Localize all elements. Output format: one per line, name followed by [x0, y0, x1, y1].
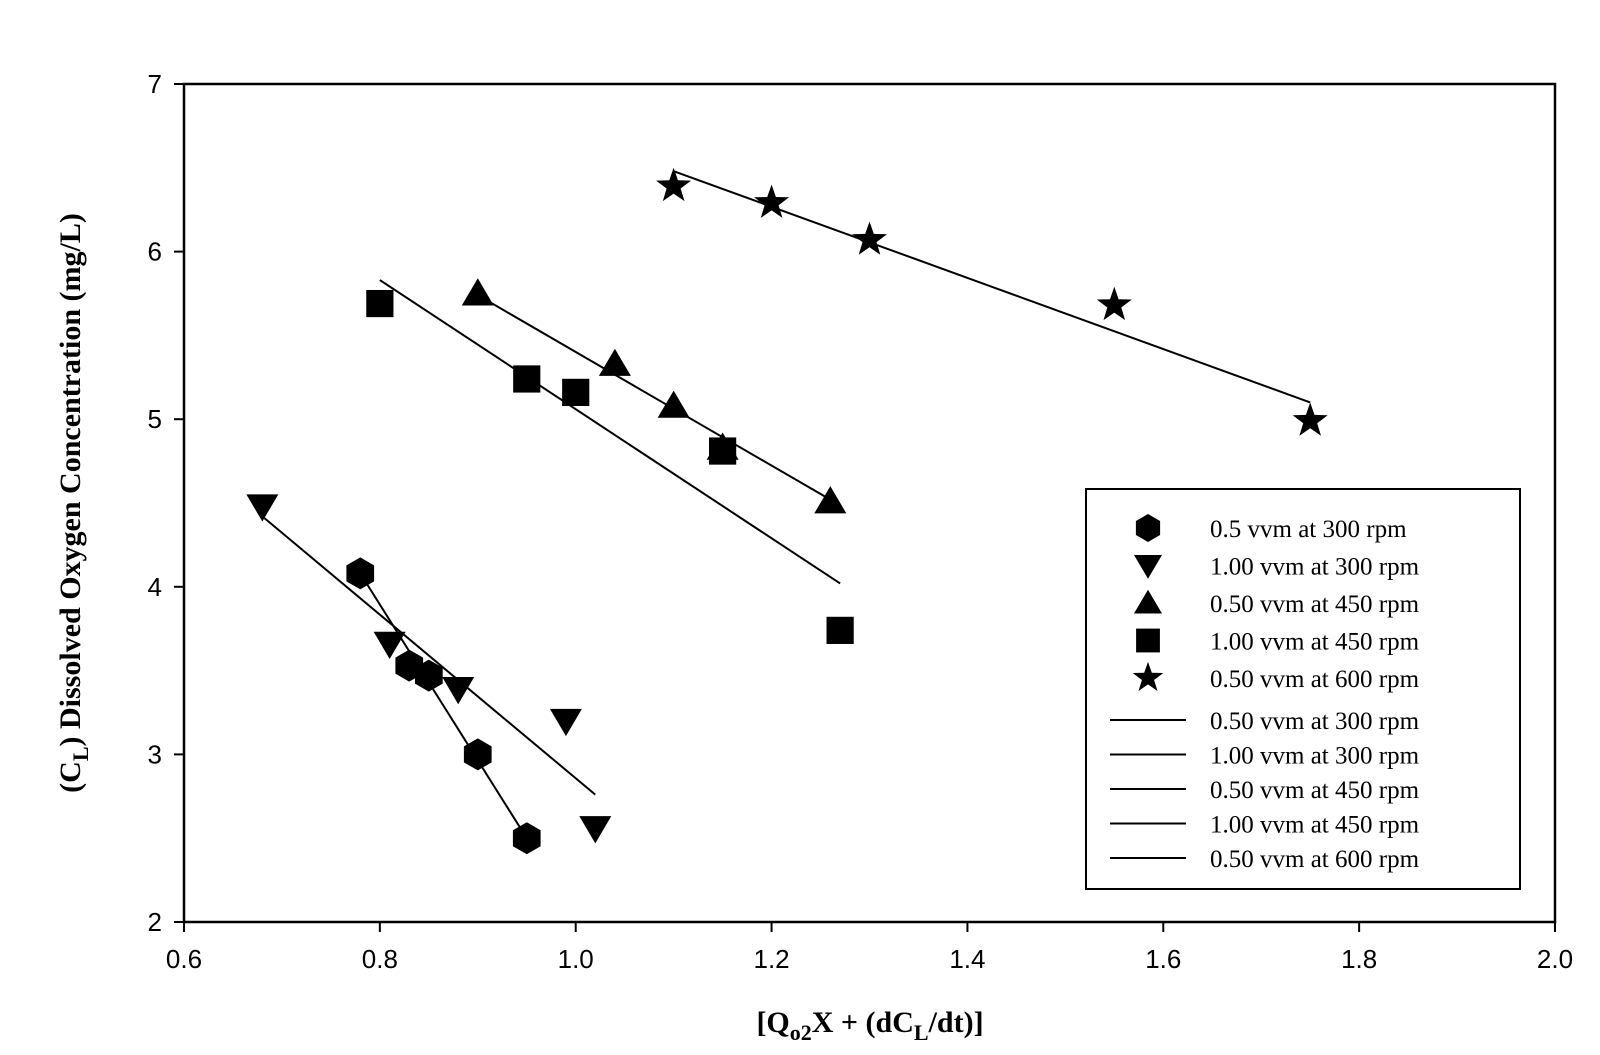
x-tick-label: 0.6	[166, 944, 202, 974]
y-axis-title: (CL) Dissolved Oxygen Concentration (mg/…	[54, 213, 93, 793]
x-axis: 0.6 0.8 1.0 1.2 1.4 1.6 1.8 2.0	[166, 922, 1573, 974]
data-point-square	[826, 616, 854, 644]
legend-label: 0.50 vvm at 300 rpm	[1210, 708, 1420, 735]
data-point-triangle-up	[461, 278, 494, 306]
fit-line	[359, 572, 528, 839]
plot-frame	[182, 82, 1557, 924]
legend-marker-star	[1132, 661, 1164, 691]
data-point-triangle-up	[814, 486, 847, 514]
legend-label: 0.50 vvm at 450 rpm	[1210, 777, 1420, 804]
y-tick-label: 5	[148, 404, 162, 434]
data-point-triangle-down	[373, 631, 406, 659]
x-tick-label: 1.2	[753, 944, 789, 974]
legend-marker-hexagon	[1135, 514, 1161, 542]
x-tick-label: 1.0	[558, 944, 594, 974]
x-tick-label: 2.0	[1537, 944, 1573, 974]
data-point-star	[754, 184, 790, 218]
legend-label: 0.50 vvm at 450 rpm	[1210, 591, 1420, 618]
data-point-square	[709, 437, 737, 465]
y-tick-label: 7	[148, 69, 162, 99]
y-tick-label: 3	[148, 739, 162, 769]
data-point-hexagon	[512, 822, 541, 855]
data-point-star	[1292, 402, 1328, 436]
data-point-star	[656, 167, 692, 202]
legend-label: 1.00 vvm at 300 rpm	[1210, 743, 1420, 770]
data-point-triangle-down	[442, 677, 475, 705]
data-point-triangle-up	[657, 390, 690, 418]
y-axis: 2 3 4 5 6 7	[148, 69, 184, 937]
legend-label: 1.00 vvm at 450 rpm	[1210, 812, 1420, 839]
fit-line	[379, 279, 841, 585]
x-tick-label: 0.8	[362, 944, 398, 974]
legend-label: 0.50 vvm at 600 rpm	[1210, 666, 1420, 693]
legend-label: 1.00 vvm at 300 rpm	[1210, 554, 1420, 581]
fit-line	[261, 515, 596, 796]
legend-marker-square	[1136, 628, 1160, 653]
legend-label: 1.00 vvm at 450 rpm	[1210, 629, 1420, 656]
legend-marker-triangle-up	[1134, 589, 1162, 614]
legend: 0.5 vvm at 300 rpm 1.00 vvm at 300 rpm 0.5…	[1085, 488, 1521, 890]
y-tick-label: 6	[148, 237, 162, 267]
data-point-triangle-down	[549, 708, 582, 737]
legend-marker-triangle-down	[1134, 555, 1162, 579]
x-tick-label: 1.8	[1341, 944, 1377, 974]
data-point-triangle-down	[246, 494, 279, 522]
data-point-star	[852, 221, 887, 255]
data-point-triangle-up	[598, 348, 631, 376]
data-point-star	[1096, 286, 1132, 321]
data-point-square	[562, 378, 590, 406]
legend-label: 0.50 vvm at 600 rpm	[1210, 846, 1420, 873]
y-tick-label: 2	[148, 907, 162, 937]
data-point-hexagon	[415, 659, 443, 692]
fit-line	[477, 294, 831, 501]
data-markers	[246, 167, 1328, 855]
x-axis-title: [Qo2X + (dCL/dt)]	[756, 1006, 983, 1045]
legend-label: 0.5 vvm at 300 rpm	[1210, 516, 1407, 543]
data-point-hexagon	[346, 557, 375, 590]
data-point-triangle-down	[579, 816, 612, 844]
data-point-square	[513, 365, 541, 393]
y-tick-label: 4	[148, 572, 162, 602]
x-tick-label: 1.4	[949, 944, 985, 974]
x-tick-label: 1.6	[1145, 944, 1181, 974]
data-point-hexagon	[463, 738, 492, 771]
data-point-square	[366, 289, 394, 318]
